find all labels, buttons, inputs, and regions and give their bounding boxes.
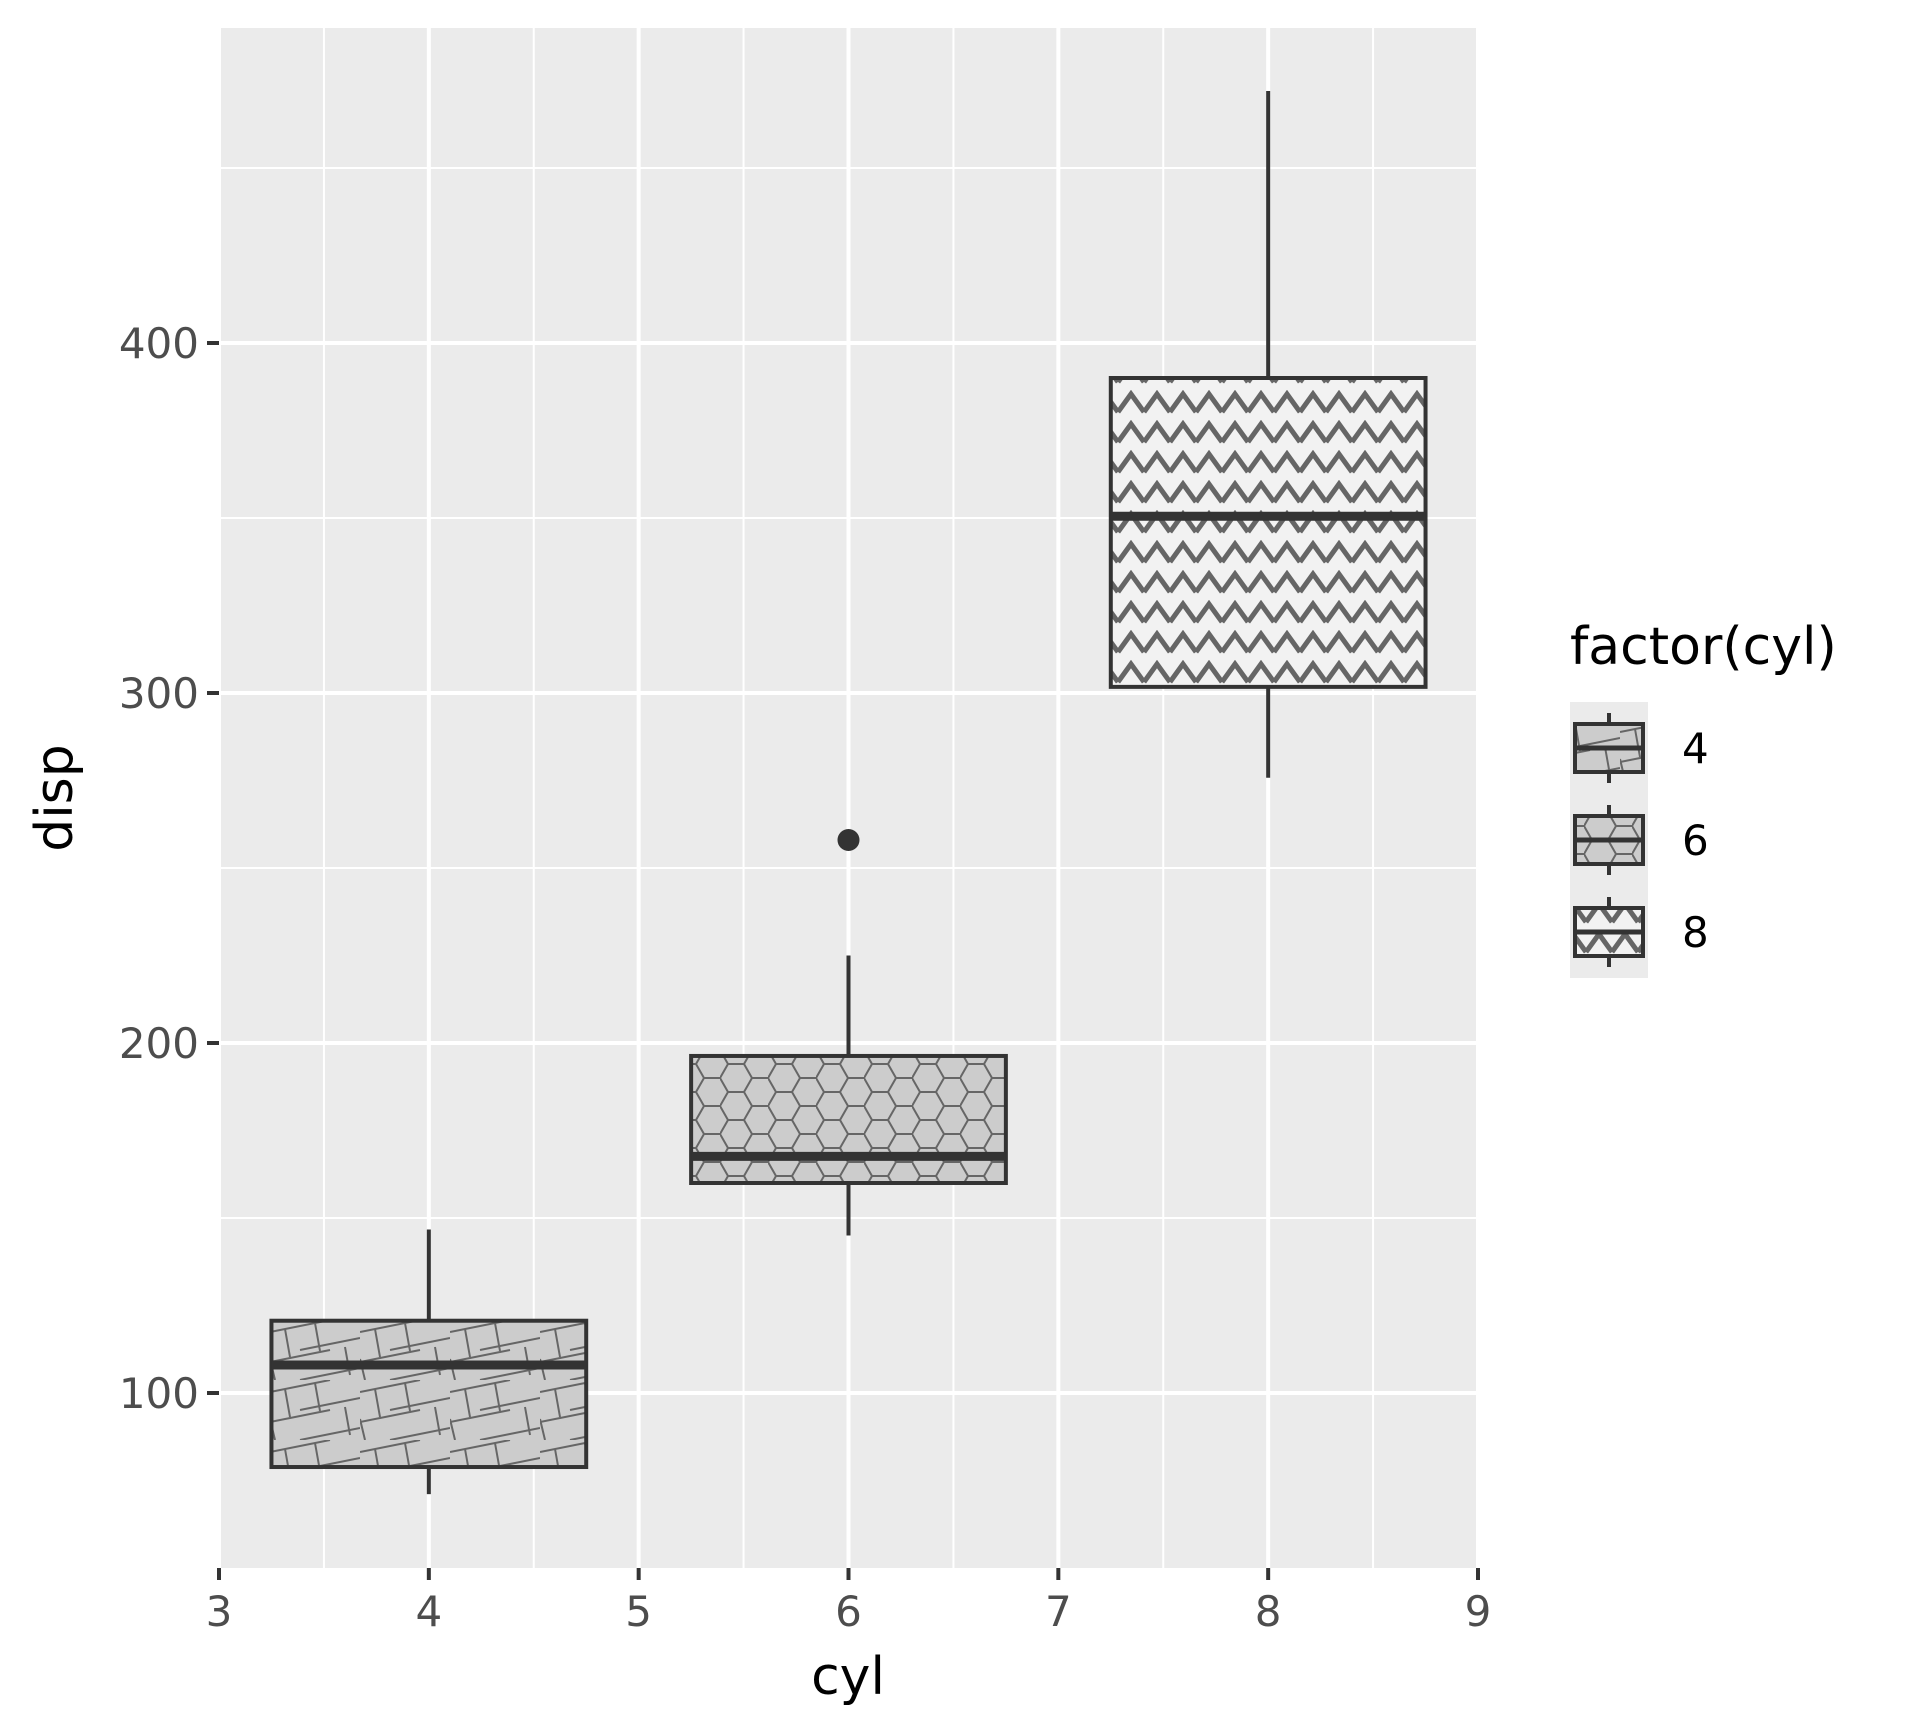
boxes — [269, 91, 1428, 1495]
legend-label: 8 — [1682, 908, 1709, 957]
axes: 3 4 5 6 7 8 9 100 200 300 400 — [119, 319, 1492, 1636]
x-tick-label: 5 — [625, 1587, 652, 1636]
y-tick-label: 400 — [119, 319, 199, 368]
y-tick-label: 300 — [119, 669, 199, 718]
legend-label: 4 — [1682, 724, 1709, 773]
x-tick-label: 6 — [835, 1587, 862, 1636]
box-group-4 — [269, 1229, 589, 1495]
x-tick-label: 7 — [1045, 1587, 1072, 1636]
outlier-point — [837, 829, 860, 851]
legend: factor(cyl) 4 6 8 — [1570, 617, 1837, 978]
x-tick-label: 4 — [415, 1587, 442, 1636]
box-iqr — [269, 1318, 589, 1470]
legend-key-8: 8 — [1573, 897, 1709, 967]
y-tick-label: 200 — [119, 1019, 199, 1068]
x-tick-label: 9 — [1465, 1587, 1492, 1636]
x-axis-title: cyl — [811, 1647, 885, 1707]
legend-key-6: 6 — [1573, 805, 1709, 875]
box-iqr — [689, 1053, 1008, 1185]
x-tick-label: 3 — [206, 1587, 233, 1636]
box-group-6 — [689, 829, 1008, 1236]
box-iqr — [1108, 376, 1428, 689]
x-tick-label: 8 — [1255, 1587, 1282, 1636]
y-axis-title: disp — [25, 744, 85, 852]
legend-title: factor(cyl) — [1570, 617, 1837, 677]
y-tick-label: 100 — [119, 1369, 199, 1418]
legend-label: 6 — [1682, 816, 1709, 865]
legend-key-4: 4 — [1573, 713, 1709, 783]
box-group-8 — [1108, 91, 1428, 778]
